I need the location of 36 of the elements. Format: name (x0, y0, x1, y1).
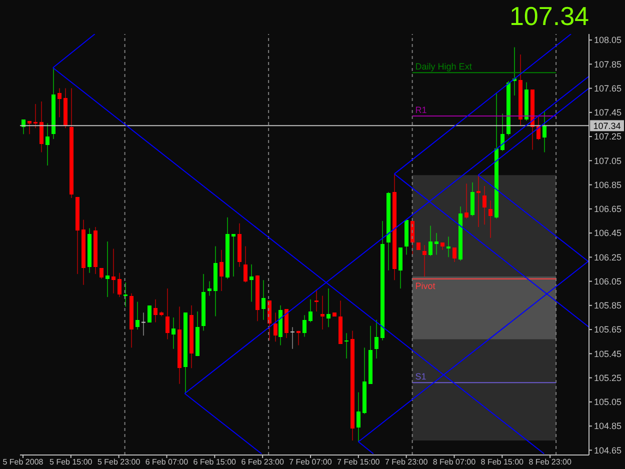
y-tick-label: 105.65 (594, 324, 622, 335)
x-tick-label: 7 Feb 07:00 (289, 458, 332, 467)
x-tick-label: 7 Feb 23:00 (384, 458, 428, 467)
x-tick-label: 5 Feb 2008 (2, 458, 44, 467)
text: 107.34 (509, 1, 589, 31)
y-tick-label: 107.45 (594, 108, 622, 118)
y-tick-label: 107.65 (594, 83, 622, 94)
y-tick-label: 104.85 (594, 421, 622, 432)
y-tick-label: 106.45 (594, 228, 622, 238)
ref-line-label: Daily High Ext (415, 62, 472, 72)
y-tick-label: 106.05 (594, 276, 622, 286)
y-tick-label: 105.05 (594, 397, 622, 408)
y-tick-label: 106.85 (594, 180, 622, 190)
ref-line-label: R1 (415, 105, 427, 116)
y-tick-label: 105.85 (594, 300, 622, 311)
y-tick-label: 104.65 (594, 445, 622, 456)
x-tick-label: 6 Feb 07:00 (145, 458, 189, 467)
x-tick-label: 8 Feb 15:00 (480, 458, 524, 467)
ref-line-label: Pivot (415, 280, 436, 291)
x-tick-label: 6 Feb 23:00 (241, 458, 284, 467)
y-tick-label: 106.25 (594, 252, 622, 262)
x-tick-label: 5 Feb 23:00 (97, 458, 141, 467)
ref-line-label: 107.34 (593, 120, 621, 131)
y-tick-label: 105.45 (594, 348, 622, 359)
x-tick-label: 8 Feb 23:00 (528, 458, 572, 467)
y-tick-label: 107.25 (594, 132, 622, 142)
x-tick-label: 7 Feb 15:00 (337, 458, 380, 467)
y-tick-label: 105.25 (594, 372, 622, 383)
y-tick-label: 107.85 (594, 59, 622, 70)
x-tick-label: 8 Feb 07:00 (432, 458, 476, 467)
x-tick-label: 6 Feb 15:00 (193, 458, 237, 467)
y-tick-label: 108.05 (594, 35, 622, 46)
ref-line-label: S1 (415, 372, 426, 382)
y-tick-label: 106.65 (594, 204, 622, 214)
x-tick-label: 5 Feb 15:00 (50, 458, 93, 467)
y-tick-label: 107.05 (594, 156, 622, 166)
